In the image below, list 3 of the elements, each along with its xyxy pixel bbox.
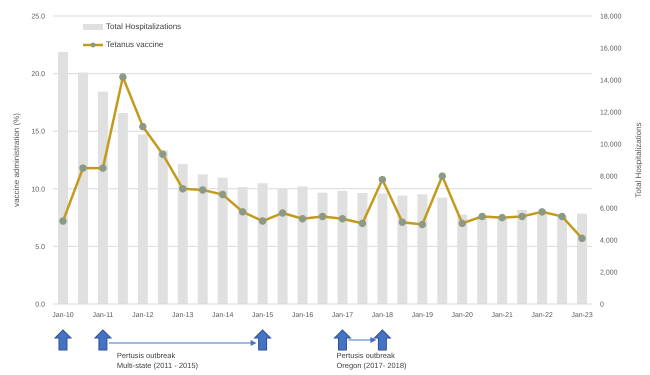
y-axis-title: vaccine administration (%) — [12, 112, 21, 207]
legend-label: Tetanus vaccine — [106, 39, 164, 51]
legend-label: Total Hospitalizations — [106, 21, 182, 33]
